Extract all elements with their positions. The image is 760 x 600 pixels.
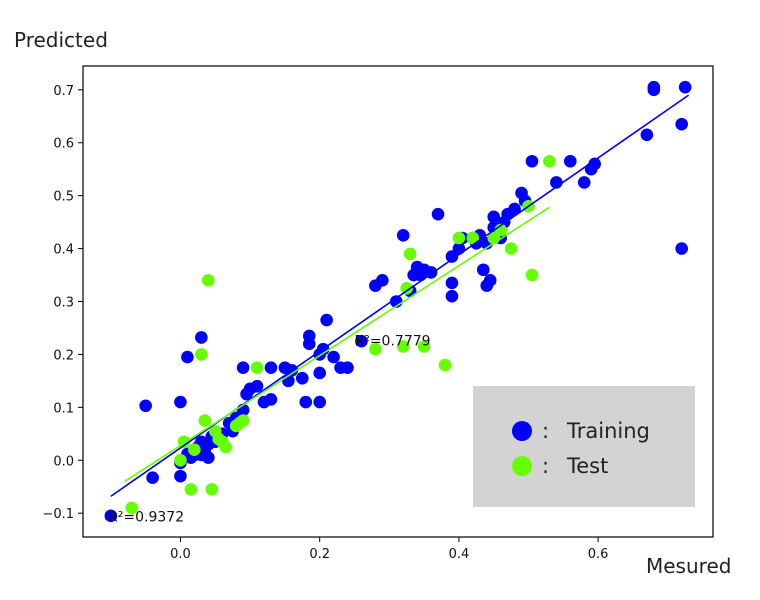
x-tick-label: 0.6 [588,547,609,562]
test-point [205,483,219,496]
training-point [563,154,577,168]
test-point [236,414,250,427]
training-point [678,80,692,94]
training-fit-line [110,94,690,497]
training-point [431,207,445,221]
y-tick-label: 0.2 [53,348,74,363]
training-point [396,229,410,242]
training-point [299,395,313,409]
y-tick-label: 0.1 [53,401,74,416]
training-point [139,399,152,413]
training-point [327,350,340,364]
training-point [264,393,278,406]
annotations: R²=0.9372 R²=0.7779 [108,334,430,526]
test-point [400,281,414,295]
y-axis-title: Predicted [14,28,108,52]
test-point [438,358,452,372]
training-point [104,509,118,523]
training-point [675,117,688,131]
test-point [504,242,518,255]
legend-marker-training [512,421,532,441]
training-point [508,202,521,216]
training-point [174,395,187,409]
training-point [250,379,264,393]
y-tick-label: 0.3 [53,296,74,311]
training-point [525,154,539,168]
training-point [341,361,354,374]
plot-area [104,80,692,523]
legend-marker-test [512,456,532,476]
legend-label-test: Test [566,454,608,478]
legend: : Training : Test [473,386,695,507]
test-point [525,268,539,282]
training-point [236,361,250,374]
legend-box [473,386,695,507]
training-point [313,395,326,409]
legend-separator-training: : [542,419,549,443]
training-point [146,471,159,485]
training-point [302,337,316,351]
test-point [195,348,208,361]
training-point [195,331,208,344]
test-point [188,443,201,456]
training-point [476,263,490,277]
training-point [355,334,368,348]
training-point [577,176,591,189]
x-tick-label: 0.4 [449,547,470,562]
test-point [403,247,417,261]
x-tick-label: 0.2 [309,547,330,562]
test-point [543,154,556,168]
r-squared-annotation: R²=0.7779 [354,334,430,350]
x-axis-ticks: 0.0 0.2 0.4 0.6 [170,537,608,562]
training-point [202,451,215,464]
y-tick-label: 0.6 [53,137,74,152]
series-test [125,154,556,515]
test-fit-line [124,206,550,483]
test-point [202,274,215,287]
training-point [588,157,601,171]
test-point [125,501,139,515]
training-point [264,361,278,374]
y-axis-ticks: −0.1 0.0 0.1 0.2 0.3 0.4 0.5 0.6 0.7 [42,84,83,522]
test-point [466,231,480,245]
training-point [295,371,309,385]
test-point [452,231,466,245]
training-point [181,350,194,364]
y-tick-label: −0.1 [42,507,74,522]
r-squared-annotation: R²=0.9372 [108,509,184,525]
training-point [313,366,326,380]
legend-separator-test: : [542,454,549,478]
test-point [184,483,198,496]
test-point [369,342,382,356]
x-tick-label: 0.0 [170,547,191,562]
y-tick-label: 0.5 [53,190,74,205]
y-tick-label: 0.4 [53,243,74,258]
training-point [376,274,389,287]
training-point [647,80,661,94]
test-point [198,414,212,427]
y-tick-label: 0.0 [53,454,74,469]
training-point [320,313,333,327]
training-point [445,289,459,303]
training-point [487,210,501,224]
x-axis-title: Mesured [646,554,731,578]
legend-label-training: Training [566,419,650,443]
training-point [174,469,187,483]
test-point [219,440,233,454]
test-point [417,340,431,353]
y-tick-label: 0.7 [53,84,74,99]
test-point [250,361,264,374]
training-point [675,242,688,255]
test-point [396,340,410,353]
test-point [174,453,187,467]
training-point [445,276,459,290]
training-point [640,128,654,142]
training-point [483,274,497,287]
